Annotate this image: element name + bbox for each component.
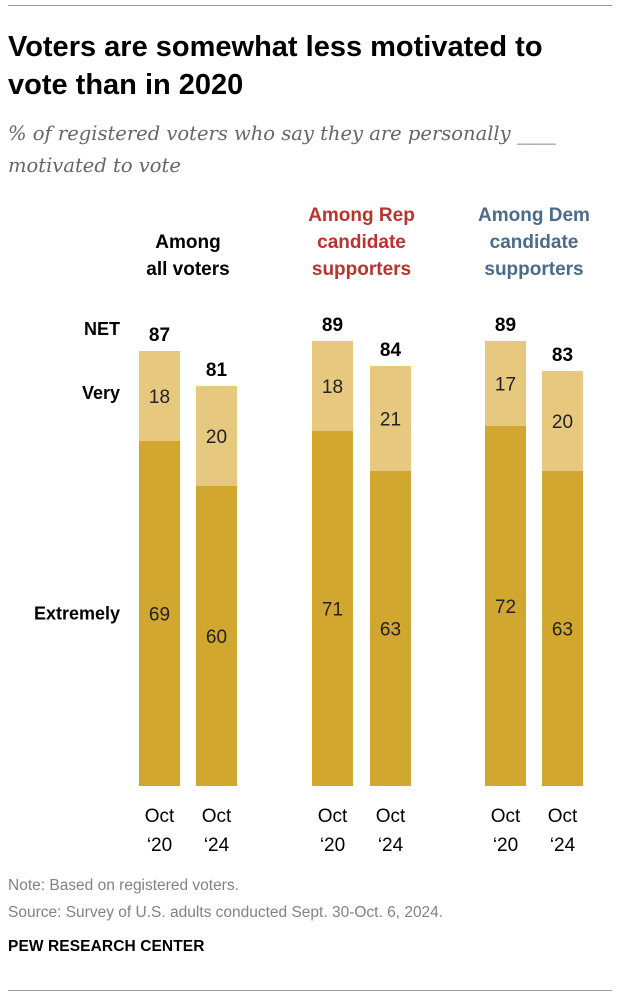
bar-extremely-g2-b2 [370, 471, 411, 786]
x-tick-label-year: ‘20 [147, 835, 172, 856]
group-label-3-line-1: Among Dem [478, 205, 590, 226]
bar-extremely-g1-b1 [139, 441, 180, 786]
bar-very-g3-b2 [542, 371, 583, 471]
value-label-very: 18 [149, 387, 170, 408]
x-tick-label-month: Oct [491, 806, 521, 827]
value-label-extremely: 63 [552, 620, 573, 641]
value-label-net: 81 [206, 360, 228, 381]
value-label-net: 84 [380, 340, 402, 361]
value-label-very: 21 [380, 410, 401, 431]
bar-extremely-g3-b2 [542, 471, 583, 786]
chart-subtitle: % of registered voters who say they are … [8, 122, 556, 177]
bar-extremely-g1-b2 [196, 486, 237, 786]
top-rule [8, 5, 612, 6]
group-label-1-line-2: all voters [146, 259, 229, 280]
value-label-extremely: 72 [495, 597, 516, 618]
group-label-3-line-3: supporters [484, 259, 583, 280]
bar-very-g3-b1 [485, 341, 526, 426]
value-label-extremely: 69 [149, 605, 170, 626]
row-label-very: Very [82, 383, 120, 403]
x-tick-label-year: ‘24 [204, 835, 230, 856]
chart-note: Note: Based on registered voters. [8, 877, 239, 894]
group-label-2-line-2: candidate [317, 232, 406, 253]
stacked-bar-chart: NET Very Extremely Among all voters 69 18 87 Oct… [34, 205, 590, 856]
chart-title: Voters are somewhat less motivated to vo… [8, 31, 543, 101]
value-label-net: 83 [552, 345, 573, 366]
bar-extremely-g3-b1 [485, 426, 526, 786]
x-tick-label-year: ‘20 [320, 835, 345, 856]
row-label-extremely: Extremely [34, 604, 120, 624]
value-label-extremely: 63 [380, 620, 401, 641]
chart-source: Source: Survey of U.S. adults conducted … [8, 904, 444, 921]
x-tick-label-year: ‘24 [550, 835, 576, 856]
value-label-very: 17 [495, 375, 516, 396]
bar-very-g2-b1 [312, 341, 353, 431]
bar-very-g2-b2 [370, 366, 411, 471]
value-label-extremely: 71 [322, 600, 343, 621]
x-tick-label-month: Oct [548, 806, 578, 827]
value-label-very: 20 [552, 412, 573, 433]
x-tick-label-year: ‘20 [493, 835, 518, 856]
value-label-net: 89 [322, 315, 343, 336]
value-label-very: 18 [322, 377, 343, 398]
value-label-extremely: 60 [206, 627, 227, 648]
value-label-net: 87 [149, 325, 170, 346]
group-label-3-line-2: candidate [490, 232, 579, 253]
value-label-very: 20 [206, 427, 227, 448]
pew-research-center-credit: PEW RESEARCH CENTER [8, 938, 205, 955]
bar-very-g1-b1 [139, 351, 180, 441]
group-label-2-line-3: supporters [312, 259, 411, 280]
x-tick-label-month: Oct [376, 806, 406, 827]
bottom-rule [8, 990, 612, 991]
group-label-1-line-1: Among [155, 232, 220, 253]
x-tick-label-month: Oct [202, 806, 232, 827]
x-tick-label-year: ‘24 [378, 835, 404, 856]
x-tick-label-month: Oct [145, 806, 175, 827]
value-label-net: 89 [495, 315, 516, 336]
bar-very-g1-b2 [196, 386, 237, 486]
x-tick-label-month: Oct [318, 806, 348, 827]
row-label-net: NET [84, 319, 120, 339]
group-label-2-line-1: Among Rep [308, 205, 415, 226]
bar-extremely-g2-b1 [312, 431, 353, 786]
